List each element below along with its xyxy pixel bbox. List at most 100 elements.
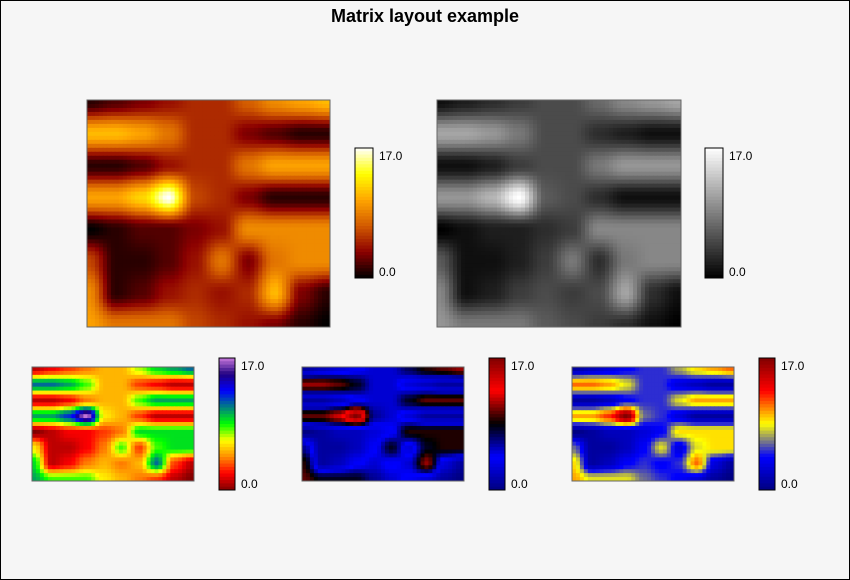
heatmap-cell [302, 279, 307, 284]
heatmap-cell [114, 231, 120, 236]
heatmap-cell [186, 291, 192, 296]
heatmap-cell [302, 223, 307, 228]
heatmap-cell [302, 199, 307, 205]
heatmap-cell [485, 111, 490, 117]
heatmap-cell [146, 191, 152, 197]
heatmap-cell [310, 323, 315, 328]
heatmap-cell [230, 179, 235, 185]
heatmap-cell [585, 171, 590, 177]
heatmap-cell [477, 187, 482, 193]
heatmap-cell [314, 299, 319, 304]
heatmap-cell [609, 123, 614, 129]
heatmap-cell [593, 123, 598, 129]
heatmap-cell [202, 115, 207, 121]
heatmap-cell [230, 291, 235, 296]
heatmap-cell [130, 119, 136, 125]
heatmap-cell [525, 151, 530, 157]
heatmap-cell [114, 131, 120, 137]
heatmap-cell [198, 291, 204, 296]
heatmap-cell [250, 203, 255, 209]
heatmap-cell [657, 139, 662, 145]
heatmap-cell [302, 271, 307, 276]
heatmap-cell [449, 123, 454, 129]
heatmap-cell [541, 127, 546, 133]
heatmap-cell [621, 103, 626, 109]
heatmap-cell [262, 115, 267, 121]
heatmap-cell [226, 283, 231, 288]
heatmap-cell [130, 239, 136, 244]
heatmap-cell [218, 187, 223, 193]
heatmap-cell [481, 147, 486, 153]
heatmap-cell [306, 115, 311, 121]
heatmap-cell [270, 100, 275, 105]
heatmap-cell [677, 100, 682, 105]
heatmap-cell [525, 183, 530, 189]
heatmap-cell [278, 127, 283, 133]
heatmap-cell [673, 107, 678, 113]
heatmap-cell [94, 263, 100, 268]
heatmap-cell [218, 103, 223, 109]
heatmap-cell [190, 159, 196, 165]
colorbar-segment [355, 213, 373, 217]
heatmap-cell [154, 271, 160, 276]
heatmap-cell [298, 195, 303, 201]
heatmap-cell [314, 111, 319, 117]
heatmap-cell [302, 299, 307, 304]
heatmap-cell [274, 191, 279, 197]
heatmap-cell [102, 311, 108, 316]
heatmap-cell [266, 127, 271, 133]
heatmap-cell [318, 287, 323, 292]
heatmap-cell [94, 211, 100, 216]
heatmap-cell [250, 243, 255, 248]
heatmap-cell [641, 100, 646, 105]
heatmap-cell [206, 227, 211, 232]
heatmap-cell [198, 299, 204, 304]
heatmap-cell [565, 123, 570, 129]
heatmap-cell [617, 159, 622, 165]
heatmap-cell [154, 279, 160, 284]
heatmap-cell [465, 167, 470, 173]
heatmap-cell [138, 267, 144, 272]
heatmap-cell [457, 103, 462, 109]
heatmap-cell [234, 179, 239, 185]
heatmap-cell [609, 183, 614, 189]
heatmap-cell [593, 159, 598, 165]
heatmap-cell [122, 207, 128, 213]
heatmap-cell [274, 143, 279, 149]
heatmap-cell [294, 100, 299, 105]
heatmap-cell [665, 163, 670, 169]
heatmap-cell [290, 179, 295, 185]
heatmap-cell [166, 295, 172, 300]
heatmap-cell [521, 147, 526, 153]
heatmap-cell [270, 151, 275, 157]
heatmap-cell [270, 199, 275, 205]
heatmap-cell [302, 115, 307, 121]
heatmap-cell [134, 115, 140, 121]
heatmap-cell [202, 195, 207, 201]
heatmap-cell [310, 307, 315, 312]
heatmap-cell [170, 295, 176, 300]
heatmap-cell [254, 247, 259, 252]
heatmap-cell [246, 287, 251, 292]
heatmap-cell [102, 219, 108, 224]
heatmap-cell [605, 179, 610, 185]
heatmap-cell [617, 175, 622, 181]
heatmap-cell [525, 187, 530, 193]
heatmap-cell [178, 311, 184, 316]
heatmap-cell [198, 147, 204, 153]
heatmap-cell [222, 287, 227, 292]
heatmap-cell [318, 251, 323, 256]
heatmap-cell [677, 111, 682, 117]
heatmap-cell [166, 303, 172, 308]
heatmap-cell [469, 195, 474, 201]
heatmap-cell [174, 223, 180, 228]
heatmap-cell [306, 175, 311, 181]
heatmap-cell [569, 151, 574, 157]
heatmap-cell [310, 111, 315, 117]
heatmap-cell [146, 211, 152, 216]
heatmap-cell [525, 179, 530, 185]
heatmap-cell [453, 163, 458, 169]
heatmap-cell [613, 167, 618, 173]
heatmap-cell [190, 103, 196, 109]
heatmap-cell [222, 203, 227, 209]
